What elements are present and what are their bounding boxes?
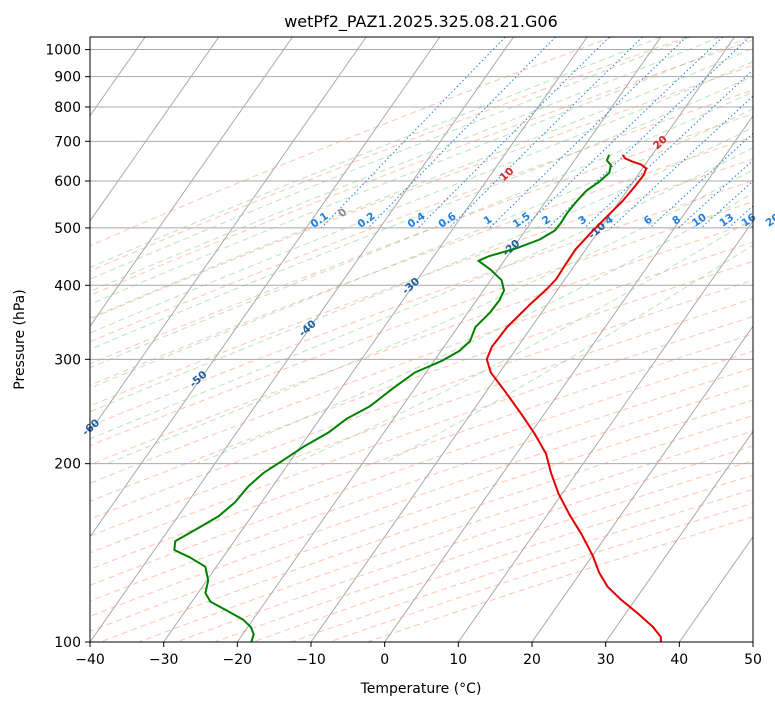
dry-adiabat <box>90 113 753 365</box>
background-lines <box>90 37 753 642</box>
mixing-ratio-line <box>678 159 753 229</box>
mixing-ratio-line <box>489 37 687 229</box>
isotherm-line <box>90 37 220 222</box>
moist-adiabat <box>90 61 753 334</box>
isotherm-line <box>605 430 753 642</box>
dry-adiabat <box>90 136 753 386</box>
isotherm-line <box>90 37 367 433</box>
isotherm-line <box>236 37 662 642</box>
x-tick-label: −40 <box>75 652 105 668</box>
moist-adiabat <box>90 147 753 440</box>
isotherm-line <box>384 114 753 642</box>
x-tick-label: 0 <box>380 652 389 668</box>
mixing-ratio-line <box>584 69 753 229</box>
mixing-ratio-line <box>417 37 610 229</box>
dry-adiabat <box>90 158 753 407</box>
dry-adiabat <box>90 180 753 427</box>
x-tick-label: 50 <box>744 652 762 668</box>
moist-adiabat <box>90 91 753 369</box>
dewpoint-profile-line <box>173 154 612 642</box>
y-axis-title: Pressure (hPa) <box>12 289 28 389</box>
dry-adiabat <box>90 383 753 617</box>
isotherm-line <box>90 37 293 328</box>
y-tick-label: 100 <box>54 635 81 651</box>
y-tick-label: 700 <box>54 134 81 150</box>
y-tick-label: 800 <box>54 100 81 116</box>
y-tick-label: 400 <box>54 278 81 294</box>
temperature-profile-line <box>485 154 662 642</box>
x-tick-label: −10 <box>296 652 326 668</box>
moist-adiabat <box>383 244 753 465</box>
y-tick-label: 900 <box>54 70 81 86</box>
moist-adiabat <box>90 37 720 292</box>
moist-adiabat <box>90 126 753 413</box>
axis-ticks: −40 −30 −20 −10 0 10 20 30 40 50 1000 900 800 700 600 5… <box>45 43 762 668</box>
x-tick-label: −20 <box>223 652 253 668</box>
x-tick-label: 30 <box>597 652 615 668</box>
chart-title: wetPf2_PAZ1.2025.325.08.21.G06 <box>284 12 558 32</box>
moist-adiabat <box>90 75 753 350</box>
y-tick-label: 500 <box>54 221 81 237</box>
mixing-ratio-line <box>523 37 724 229</box>
moist-adiabat <box>90 37 691 280</box>
isotherm-line <box>90 37 514 642</box>
dry-adiabat <box>90 37 613 247</box>
dry-adiabat <box>90 241 753 484</box>
dry-adiabat <box>90 350 753 586</box>
x-tick-label: 10 <box>449 652 467 668</box>
mixing-ratio-label: 20 <box>764 211 775 229</box>
isotherm-line <box>457 220 753 642</box>
y-tick-label: 600 <box>54 174 81 190</box>
moist-adiabat <box>90 37 661 269</box>
isotherm-line <box>163 37 588 642</box>
dry-adiabat <box>90 260 753 502</box>
isotherm-line <box>531 325 753 642</box>
plot-frame <box>89 36 754 643</box>
dry-adiabat <box>90 37 688 272</box>
y-tick-label: 1000 <box>45 43 81 59</box>
x-tick-label: 40 <box>670 652 688 668</box>
moist-adiabat <box>196 192 753 465</box>
y-tick-label: 200 <box>54 457 81 473</box>
isotherm-line <box>678 535 753 642</box>
dry-adiabat <box>90 298 753 537</box>
moist-adiabat <box>106 169 753 465</box>
x-tick-label: −30 <box>149 652 179 668</box>
y-tick-label: 300 <box>54 352 81 368</box>
isotherm-line <box>310 37 735 642</box>
mixing-ratio-line <box>321 37 506 229</box>
series-layer <box>173 154 662 642</box>
isotherm-line <box>90 37 441 538</box>
moist-adiabat <box>90 47 753 319</box>
dry-adiabat <box>90 201 753 447</box>
x-tick-label: 20 <box>523 652 541 668</box>
mixing-ratio-line <box>367 37 556 229</box>
x-axis-title: Temperature (°C) <box>360 681 482 697</box>
